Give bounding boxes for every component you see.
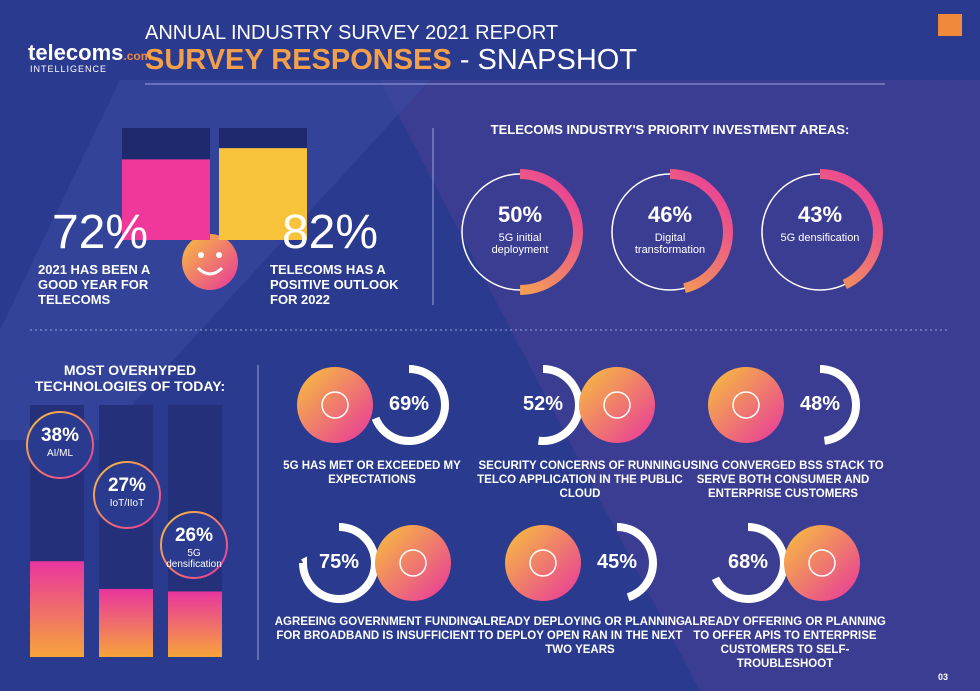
title: SURVEY RESPONSES - SNAPSHOT: [145, 44, 638, 76]
ring-caption: 5G initial deployment: [491, 232, 549, 256]
donut-caption: SECURITY CONCERNS OF RUNNING TELCO APPLI…: [477, 460, 683, 500]
icon: [321, 391, 349, 419]
ring-arc: [757, 169, 883, 295]
bubble-caption: AI/ML: [46, 448, 74, 459]
donut-caption: USING CONVERGED BSS STACK TO SERVE BOTH …: [682, 460, 884, 500]
smiley: [182, 234, 238, 290]
donut-caption: 5G HAS MET OR EXCEEDED MY EXPECTATIONS: [283, 460, 461, 486]
heading: MOST OVERHYPED TECHNOLOGIES OF TODAY:: [34, 362, 226, 394]
ring-arc: [780, 365, 860, 445]
smiley: [198, 252, 204, 258]
icon-disc: [579, 367, 655, 443]
smiley: [216, 252, 222, 258]
icon-disc: [505, 525, 581, 601]
kicker: ANNUAL INDUSTRY SURVEY 2021 REPORT: [145, 22, 559, 44]
stat-value: 72%: [51, 206, 149, 259]
icon: [732, 391, 760, 419]
bar: [122, 159, 210, 240]
icon: [399, 549, 427, 577]
bar: [99, 588, 153, 657]
donut-caption: AGREEING GOVERNMENT FUNDING FOR BROADBAN…: [274, 616, 478, 642]
stat-caption: 2021 HAS BEEN A GOOD YEAR FOR TELECOMS: [38, 262, 150, 307]
icon: [808, 549, 836, 577]
donut-value: 48%: [799, 393, 841, 415]
ring-arc: [369, 365, 449, 445]
donut-value: 68%: [727, 551, 769, 573]
bubble: [160, 511, 228, 579]
icon-disc: [784, 525, 860, 601]
icon-disc: [375, 525, 451, 601]
bubble: [26, 411, 94, 479]
menu-button[interactable]: [938, 14, 962, 36]
icon-disc: [297, 367, 373, 443]
donut-caption: ALREADY OFFERING OR PLANNING TO OFFER AP…: [684, 616, 886, 670]
bubble-caption: 5G densification: [166, 548, 222, 570]
brand: telecoms.com: [28, 40, 152, 65]
bubble-value: 27%: [107, 475, 147, 496]
icon: [529, 549, 557, 577]
stat-value: 82%: [281, 206, 379, 259]
icon-disc: [708, 367, 784, 443]
bubble-value: 26%: [174, 525, 214, 546]
bar: [219, 148, 307, 240]
ring-arc: [577, 523, 657, 603]
ring-caption: 5G densification: [780, 232, 860, 244]
ring-arc: [607, 169, 733, 295]
ring-arc: [457, 169, 583, 295]
ring-value: 50%: [497, 202, 543, 227]
donut-value: 69%: [388, 393, 430, 415]
ring-value: 43%: [797, 202, 843, 227]
heading: TELECOMS INDUSTRY'S PRIORITY INVESTMENT …: [490, 122, 850, 137]
brand-sub: INTELLIGENCE: [30, 64, 108, 74]
donut-value: 45%: [596, 551, 638, 573]
bubble-value: 38%: [40, 425, 80, 446]
ring-value: 46%: [647, 202, 693, 227]
page-number: 03: [938, 672, 949, 682]
bar: [168, 591, 222, 657]
ring-caption: Digital transformation: [634, 232, 706, 256]
donut-caption: ALREADY DEPLOYING OR PLANNING TO DEPLOY …: [475, 616, 685, 656]
icon: [603, 391, 631, 419]
bubble-caption: IoT/IIoT: [109, 498, 145, 509]
bubble: [93, 461, 161, 529]
bar: [30, 561, 84, 657]
donut-value: 52%: [522, 393, 564, 415]
smiley: [196, 266, 224, 276]
stat-caption: TELECOMS HAS A POSITIVE OUTLOOK FOR 2022: [270, 262, 399, 307]
donut-value: 75%: [318, 551, 360, 573]
